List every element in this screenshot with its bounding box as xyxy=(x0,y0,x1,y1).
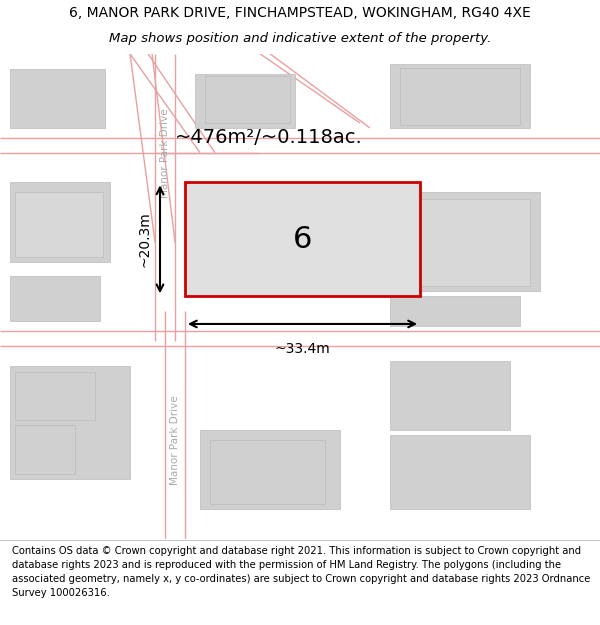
Bar xyxy=(10,366,130,479)
Text: ~20.3m: ~20.3m xyxy=(138,211,152,268)
Bar xyxy=(400,199,530,286)
Text: 6: 6 xyxy=(293,225,312,254)
Text: ~476m²/~0.118ac.: ~476m²/~0.118ac. xyxy=(175,128,363,148)
Bar xyxy=(390,361,510,430)
Text: Manor Park Drive: Manor Park Drive xyxy=(170,395,180,484)
Bar xyxy=(390,296,520,326)
Bar xyxy=(205,76,290,123)
Bar xyxy=(390,192,540,291)
Bar xyxy=(10,69,105,128)
Bar xyxy=(15,372,95,420)
Text: ~33.4m: ~33.4m xyxy=(275,342,331,356)
Text: Map shows position and indicative extent of the property.: Map shows position and indicative extent… xyxy=(109,32,491,45)
Bar xyxy=(195,74,295,128)
Text: 6, MANOR PARK DRIVE, FINCHAMPSTEAD, WOKINGHAM, RG40 4XE: 6, MANOR PARK DRIVE, FINCHAMPSTEAD, WOKI… xyxy=(69,6,531,21)
Bar xyxy=(185,182,420,296)
Bar xyxy=(10,182,110,262)
Bar xyxy=(390,64,530,128)
Bar xyxy=(390,435,530,509)
Bar xyxy=(400,68,520,125)
Bar xyxy=(200,430,340,509)
Bar xyxy=(10,276,100,321)
Bar xyxy=(210,440,325,504)
Text: Contains OS data © Crown copyright and database right 2021. This information is : Contains OS data © Crown copyright and d… xyxy=(12,546,590,598)
Text: Manor Park Drive: Manor Park Drive xyxy=(160,108,170,198)
Bar xyxy=(15,425,75,474)
Bar xyxy=(15,192,103,257)
